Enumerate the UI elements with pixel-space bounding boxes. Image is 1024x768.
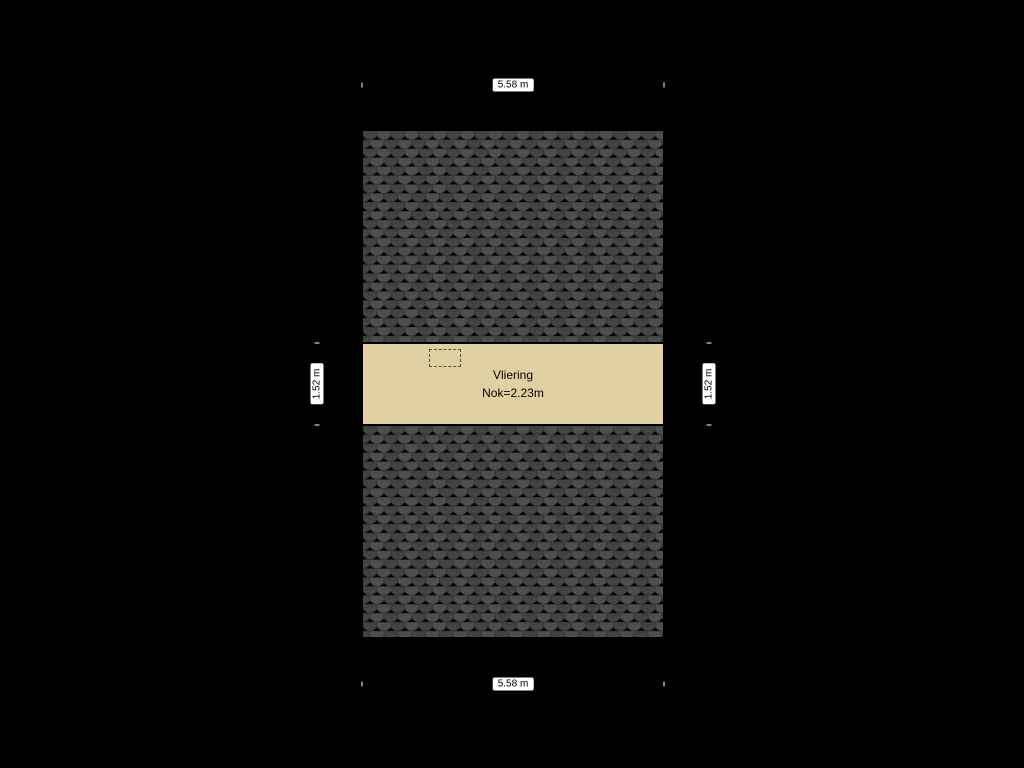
dim-tick	[707, 343, 712, 344]
dim-tick	[315, 343, 320, 344]
roof-bottom	[362, 425, 664, 638]
floorplan-canvas: Vliering Nok=2.23m 5.58 m 5.58 m 1.52 m …	[0, 0, 1024, 768]
floor-strip: Vliering Nok=2.23m	[362, 343, 664, 425]
dimension-left: 1.52 m	[311, 364, 324, 405]
dim-tick	[315, 425, 320, 426]
dim-tick	[362, 83, 363, 88]
dimension-bottom: 5.58 m	[493, 678, 534, 691]
attic-hatch	[429, 349, 461, 367]
dim-tick	[707, 425, 712, 426]
roof-top	[362, 130, 664, 343]
dimension-top: 5.58 m	[493, 79, 534, 92]
dim-tick	[664, 682, 665, 687]
dimension-right: 1.52 m	[703, 364, 716, 405]
room-name: Vliering	[493, 366, 533, 384]
room-detail: Nok=2.23m	[482, 384, 544, 402]
dim-tick	[664, 83, 665, 88]
dim-tick	[362, 682, 363, 687]
